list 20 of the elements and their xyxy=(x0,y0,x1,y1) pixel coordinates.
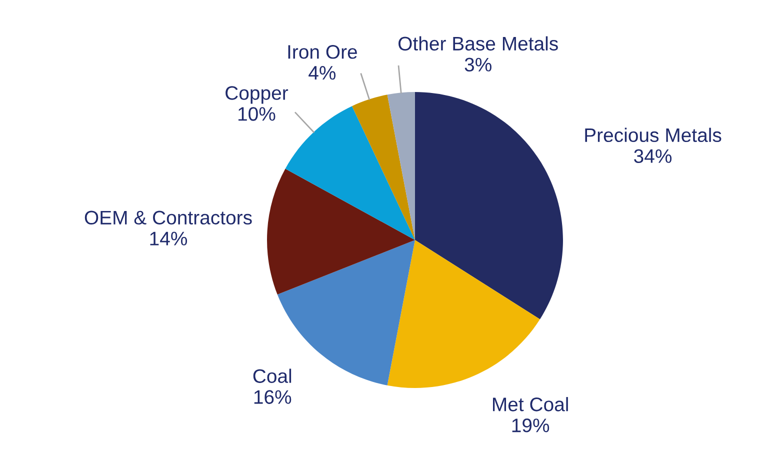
slice-label: Precious Metals xyxy=(585,128,722,142)
data-label: 14% xyxy=(150,232,188,246)
pie-slice xyxy=(387,92,415,240)
slice-label: Met Coal xyxy=(493,397,568,412)
pie-slice xyxy=(415,92,563,320)
data-label: 19% xyxy=(512,418,550,432)
pie-slice xyxy=(267,168,415,294)
slice-label: OEM & Contractors xyxy=(84,210,252,225)
slice-label: Coal xyxy=(253,368,292,383)
data-label: 4% xyxy=(308,66,336,80)
data-label: 16% xyxy=(254,390,292,404)
slice-label: Iron Ore xyxy=(288,45,357,59)
data-label: 34% xyxy=(634,149,672,163)
slice-label: Copper xyxy=(226,86,288,104)
pie-slice xyxy=(352,94,415,240)
data-label: 3% xyxy=(464,58,492,72)
data-label: 10% xyxy=(238,107,276,121)
pie-slice xyxy=(387,240,540,388)
slice-label: Other Base Metals xyxy=(398,36,558,51)
pie-slice xyxy=(285,106,415,240)
